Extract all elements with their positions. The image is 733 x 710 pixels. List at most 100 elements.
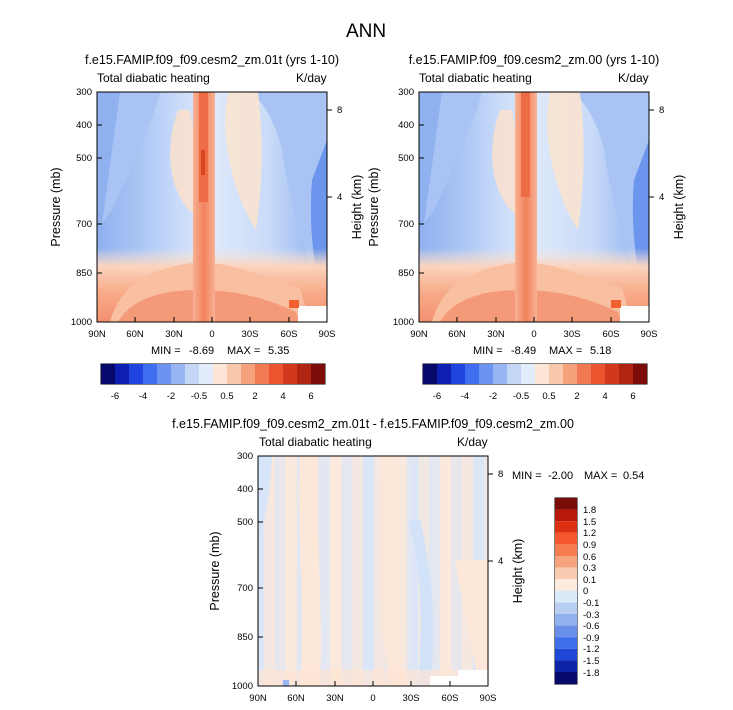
panel-3-ytick: 700 (237, 583, 253, 594)
colorbar-swatch (157, 364, 171, 384)
panel-3-xtick: 0 (370, 693, 375, 704)
panel-1-ylabel-right: Height (km) (350, 175, 364, 240)
colorbar-swatch (521, 364, 535, 384)
panel-2-ytick: 850 (398, 268, 414, 279)
panel-3-ylabel: Pressure (mb) (208, 531, 222, 610)
colorbar-swatch (555, 672, 577, 684)
colorbar-swatch (555, 567, 577, 580)
figure-title: ANN (346, 21, 386, 42)
panel-2-height-tick: 8 (659, 105, 664, 116)
panel-3-xtick: 60S (442, 693, 459, 704)
colorbar-swatch (555, 556, 577, 568)
colorbar-swatch (143, 364, 157, 384)
panel-1-height-tick: 8 (337, 105, 342, 116)
colorbar-label: -2 (489, 391, 497, 402)
panel-2-stats: MIN = -8.49 MAX = 5.18 (473, 345, 611, 357)
panel-2-xtick: 0 (531, 329, 536, 340)
panel-2-xtick: 30S (564, 329, 581, 340)
panel-2-min-label: MIN = (473, 345, 503, 357)
colorbar-swatch (171, 364, 185, 384)
panel-3-xtick: 90S (480, 693, 497, 704)
panel-3-ytick: 400 (237, 484, 253, 495)
colorbar-swatch (555, 602, 577, 614)
panel-1-xtick: 0 (209, 329, 214, 340)
colorbar-label: 6 (308, 391, 313, 402)
panel-3-xtick: 60N (287, 693, 305, 704)
colorbar-swatch (555, 544, 577, 556)
panel-3-stats: MIN = -2.00 MAX = 0.54 (512, 470, 644, 482)
panel-1-xtick: 60S (281, 329, 298, 340)
colorbar-label: 1.2 (583, 528, 596, 539)
panel-1-xtick: 30S (242, 329, 259, 340)
colorbar-swatch (129, 364, 143, 384)
panel-1-height-tick: 4 (337, 192, 342, 203)
panel-3: f.e15.FAMIP.f09_f09.cesm2_zm.01t - f.e15… (172, 417, 644, 704)
colorbar-label: 4 (602, 391, 607, 402)
panel-2-xtick: 90S (641, 329, 658, 340)
panel-2-units: K/day (618, 71, 649, 85)
colorbar-swatch (555, 660, 577, 672)
panel-1-x-axis: 90N 60N 30N 0 30S 60S 90S (88, 317, 335, 340)
panel-1-ytick: 1000 (71, 317, 92, 328)
panel-3-colorbar: 1.8 1.5 1.2 0.9 0.6 0.3 0.1 0 -0.1 -0.3 … (554, 497, 599, 685)
colorbar-label: -1.2 (583, 644, 599, 655)
panel-1-ytick: 500 (76, 153, 92, 164)
panel-3-ytick: 300 (237, 451, 253, 462)
colorbar-swatch (577, 364, 591, 384)
panel-3-max-value: 0.54 (623, 470, 644, 482)
panel-3-ytick: 500 (237, 517, 253, 528)
colorbar-label: 1.5 (583, 517, 596, 528)
colorbar-swatch (241, 364, 255, 384)
panel-2-min-value: -8.49 (511, 345, 536, 357)
panel-2-y-axis-right: 8 4 Height (km) (649, 105, 686, 239)
panel-1-min-value: -8.69 (189, 345, 214, 357)
colorbar-label: -6 (433, 391, 441, 402)
panel-2-xtick: 60S (603, 329, 620, 340)
colorbar-swatch (115, 364, 129, 384)
colorbar-swatch (185, 364, 199, 384)
panel-1-y-axis: 300 400 500 700 850 1000 Pressure (mb) (49, 87, 102, 328)
colorbar-swatch (555, 498, 577, 510)
colorbar-swatch (479, 364, 493, 384)
colorbar-swatch (555, 521, 577, 533)
colorbar-swatch (555, 614, 577, 626)
panel-3-title: f.e15.FAMIP.f09_f09.cesm2_zm.01t - f.e15… (172, 417, 574, 431)
colorbar-swatch (563, 364, 577, 384)
panel-2-ylabel-right: Height (km) (672, 175, 686, 240)
colorbar-label: 0.1 (583, 575, 596, 586)
panel-2-height-tick: 4 (659, 192, 664, 203)
colorbar-swatch (555, 590, 577, 603)
panel-3-y-axis: 300 400 500 700 850 1000 Pressure (mb) (208, 451, 263, 692)
panel-2-left-label: Total diabatic heating (419, 71, 532, 85)
colorbar-swatch (213, 364, 227, 384)
panel-1-stats: MIN = -8.69 MAX = 5.35 (151, 345, 289, 357)
colorbar-swatch (227, 364, 241, 384)
colorbar-swatch (555, 648, 577, 661)
panel-3-ytick: 1000 (232, 681, 253, 692)
panel-1-field (97, 92, 327, 322)
panel-2-x-axis: 90N 60N 30N 0 30S 60S 90S (410, 317, 657, 340)
panel-2-max-label: MAX = (549, 345, 582, 357)
colorbar-swatch (101, 364, 115, 384)
colorbar-swatch (555, 579, 577, 591)
colorbar-swatch (535, 364, 549, 384)
panel-3-min-value: -2.00 (548, 470, 573, 482)
colorbar-swatch (549, 364, 563, 384)
colorbar-swatch (555, 532, 577, 545)
colorbar-label: -0.5 (191, 391, 207, 402)
panel-3-x-axis: 90N 60N 30N 0 30S 60S 90S (249, 681, 496, 704)
panel-1-max-label: MAX = (227, 345, 260, 357)
panel-2-ytick: 1000 (393, 317, 414, 328)
panel-2-xtick: 90N (410, 329, 428, 340)
colorbar-label: 0.3 (583, 563, 596, 574)
colorbar-swatch (605, 364, 619, 384)
colorbar-swatch (633, 364, 647, 384)
panel-2-ytick: 300 (398, 87, 414, 98)
panel-3-y-axis-right: 8 4 Height (km) (488, 469, 525, 603)
panel-3-xtick: 30S (403, 693, 420, 704)
colorbar-swatch (199, 364, 213, 384)
panel-3-max-label: MAX = (584, 470, 617, 482)
panel-1-xtick: 90N (88, 329, 106, 340)
panel-1-min-label: MIN = (151, 345, 181, 357)
